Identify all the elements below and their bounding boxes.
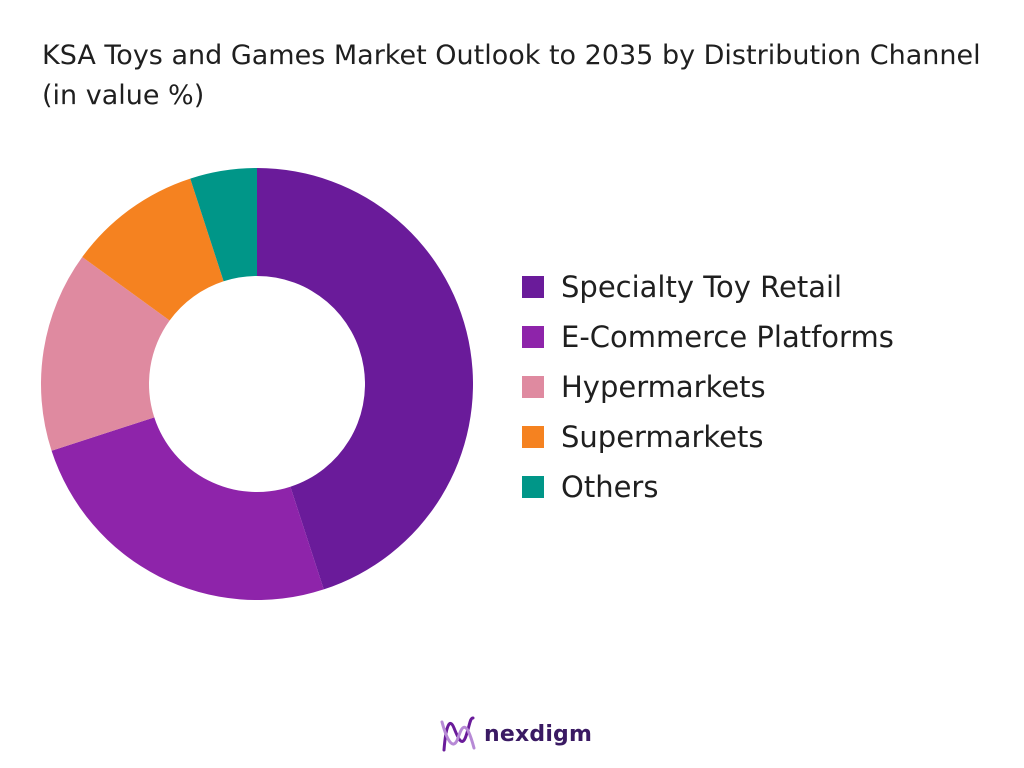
donut-slice-specialty-toy-retail[interactable]: [257, 168, 474, 590]
legend-label: Supermarkets: [561, 420, 764, 454]
nexdigm-logo-icon: [440, 716, 476, 752]
chart-title: KSA Toys and Games Market Outlook to 203…: [42, 40, 981, 111]
brand-name: nexdigm: [484, 721, 593, 747]
legend-item[interactable]: E-Commerce Platforms: [522, 312, 894, 362]
donut-slice-supermarkets[interactable]: [82, 178, 224, 321]
legend-label: E-Commerce Platforms: [561, 320, 894, 354]
legend-item[interactable]: Hypermarkets: [522, 362, 894, 412]
legend-swatch: [522, 476, 544, 498]
legend-swatch: [522, 376, 544, 398]
legend-label: Specialty Toy Retail: [561, 270, 843, 304]
legend-item[interactable]: Supermarkets: [522, 412, 894, 462]
donut-slice-e-commerce-platforms[interactable]: [51, 417, 324, 600]
donut-slice-others[interactable]: [190, 168, 257, 282]
legend-swatch: [522, 326, 544, 348]
chart-legend: Specialty Toy Retail E-Commerce Platforms…: [522, 262, 894, 512]
brand-footer: nexdigm: [440, 714, 592, 754]
legend-item[interactable]: Specialty Toy Retail: [522, 262, 894, 312]
legend-swatch: [522, 426, 544, 448]
legend-label: Hypermarkets: [561, 370, 766, 404]
legend-swatch: [522, 276, 544, 298]
legend-label: Others: [561, 470, 659, 504]
donut-slice-hypermarkets[interactable]: [40, 257, 170, 451]
legend-item[interactable]: Others: [522, 462, 894, 512]
